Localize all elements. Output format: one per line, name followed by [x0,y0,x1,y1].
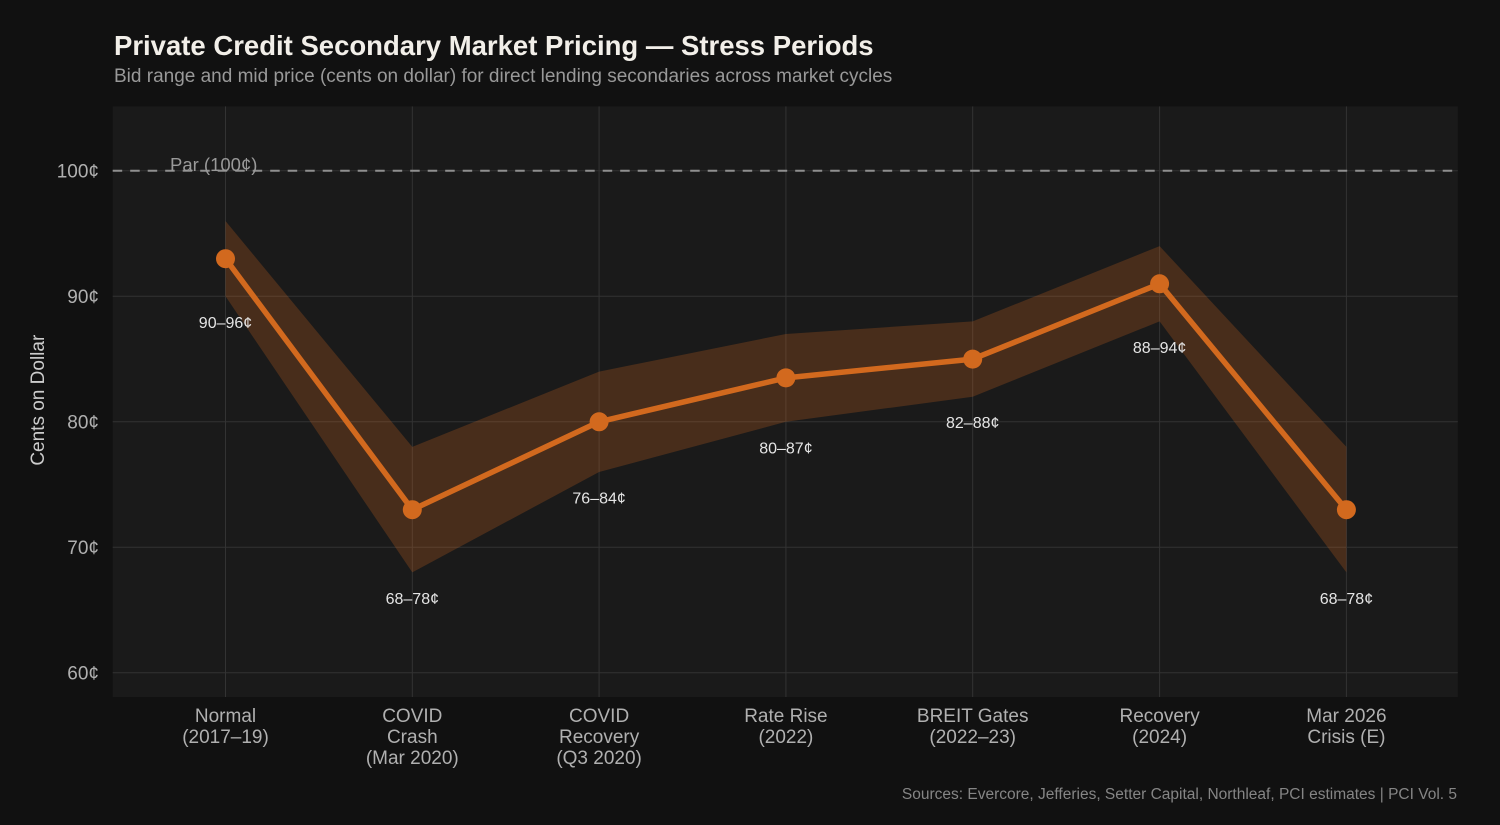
svg-text:(2022): (2022) [758,727,813,748]
svg-text:68–78¢: 68–78¢ [1320,591,1373,608]
svg-text:Normal: Normal [195,706,256,727]
svg-text:(2024): (2024) [1132,727,1187,748]
svg-text:Rate Rise: Rate Rise [744,706,827,727]
svg-text:(2017–19): (2017–19) [182,727,269,748]
svg-text:70¢: 70¢ [67,538,99,559]
svg-text:Crisis (E): Crisis (E) [1307,727,1385,748]
svg-text:Mar 2026: Mar 2026 [1306,706,1386,727]
svg-text:80–87¢: 80–87¢ [759,440,812,457]
svg-text:BREIT Gates: BREIT Gates [917,706,1029,727]
svg-text:Private Credit Secondary Marke: Private Credit Secondary Market Pricing … [114,30,874,61]
svg-text:Recovery: Recovery [1119,706,1200,727]
svg-text:(Mar 2020): (Mar 2020) [366,748,459,769]
svg-text:100¢: 100¢ [57,161,99,182]
svg-text:68–78¢: 68–78¢ [386,591,439,608]
svg-text:(Q3 2020): (Q3 2020) [556,748,642,769]
svg-text:Cents on Dollar: Cents on Dollar [28,334,49,466]
svg-text:Par (100¢): Par (100¢) [170,154,257,175]
svg-text:COVID: COVID [382,706,442,727]
svg-text:90¢: 90¢ [67,287,99,308]
svg-text:90–96¢: 90–96¢ [199,315,252,332]
svg-text:Crash: Crash [387,727,438,748]
svg-text:80¢: 80¢ [67,412,99,433]
svg-text:60¢: 60¢ [67,663,99,684]
svg-text:COVID: COVID [569,706,629,727]
svg-text:Recovery: Recovery [559,727,640,748]
svg-text:76–84¢: 76–84¢ [572,491,625,508]
svg-text:82–88¢: 82–88¢ [946,415,999,432]
svg-text:88–94¢: 88–94¢ [1133,340,1186,357]
svg-text:Sources: Evercore, Jefferies,: Sources: Evercore, Jefferies, Setter Cap… [902,786,1457,803]
svg-text:(2022–23): (2022–23) [929,727,1016,748]
svg-text:Bid range and mid price (cents: Bid range and mid price (cents on dollar… [114,66,892,87]
